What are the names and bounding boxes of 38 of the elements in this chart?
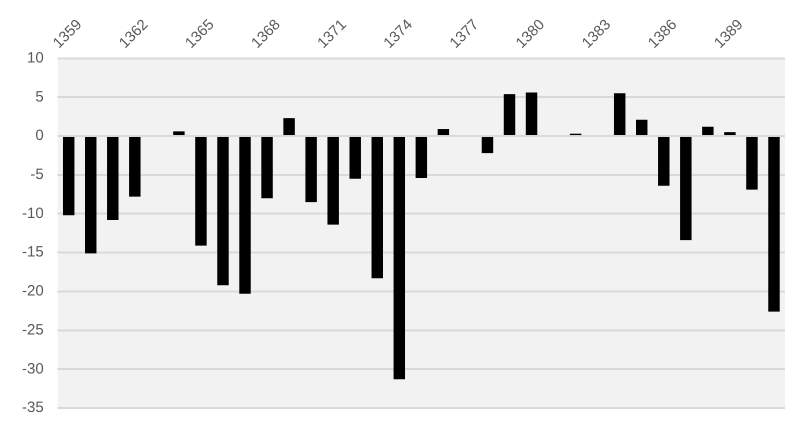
bar [504, 94, 516, 136]
y-tick-label: -25 [22, 321, 44, 338]
bar [62, 137, 74, 216]
bar [85, 137, 96, 254]
bar [349, 137, 361, 179]
bar [372, 137, 383, 278]
bar [107, 137, 119, 220]
bar [482, 137, 494, 154]
bar [746, 137, 758, 190]
bar [394, 137, 406, 380]
y-tick-label: 10 [26, 49, 44, 66]
bar [768, 137, 780, 312]
bar [239, 137, 251, 294]
y-tick-label: 0 [35, 127, 44, 144]
y-tick-label: -35 [22, 399, 44, 416]
bar [614, 93, 626, 136]
bar [416, 137, 428, 178]
bar [195, 137, 207, 246]
bar [438, 129, 450, 136]
bar [327, 137, 339, 225]
y-tick-label: 5 [35, 88, 44, 106]
bar [129, 137, 141, 197]
bar [658, 137, 670, 186]
bar [283, 118, 295, 136]
bar [526, 92, 538, 136]
bar [173, 131, 185, 136]
bar [702, 126, 714, 136]
y-tick-label: -30 [22, 360, 44, 378]
y-tick-label: -15 [22, 244, 44, 261]
bar [261, 137, 273, 198]
y-tick-label: -10 [22, 204, 44, 222]
bar [217, 137, 229, 286]
bar [680, 137, 692, 240]
bar [724, 132, 736, 136]
y-tick-label: -20 [22, 282, 44, 300]
bar [305, 137, 317, 202]
bar [636, 120, 648, 136]
y-tick-label: -5 [30, 166, 44, 184]
